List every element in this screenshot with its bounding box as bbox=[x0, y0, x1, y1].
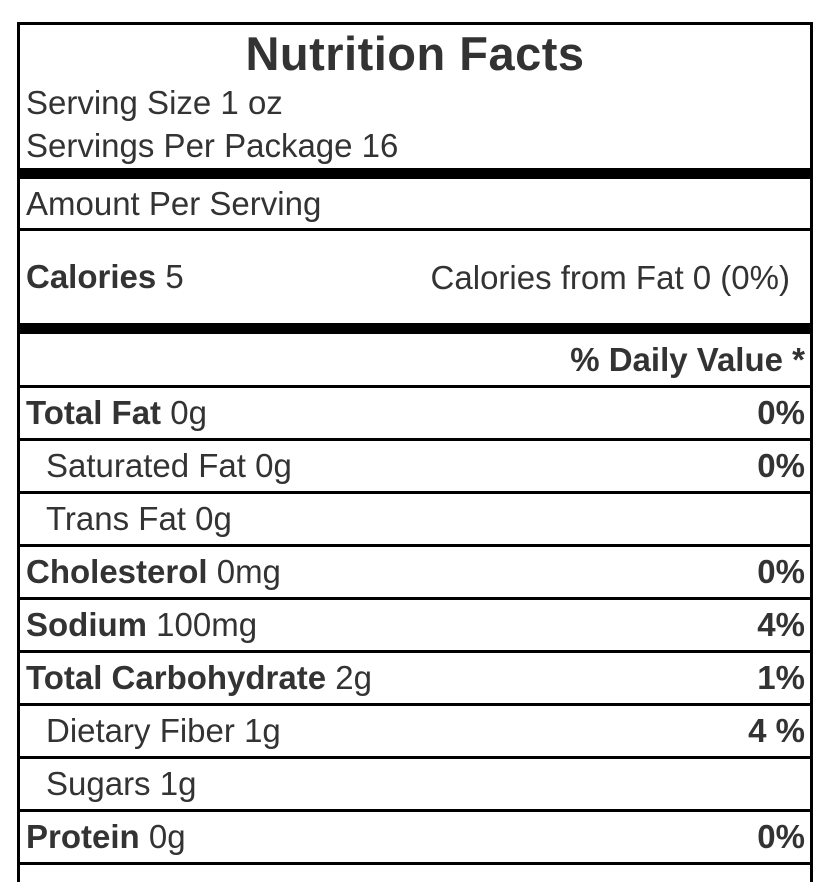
serving-size-text: Serving Size 1 oz bbox=[26, 84, 283, 121]
nutrient-name: Total Fat bbox=[26, 394, 162, 431]
nutrient-name: Trans Fat bbox=[46, 500, 186, 537]
calories-value: 5 bbox=[165, 258, 184, 295]
amount-per-serving-row: Amount Per Serving bbox=[20, 179, 810, 231]
amount-per-serving-text: Amount Per Serving bbox=[26, 184, 322, 222]
nutrient-amount: 0mg bbox=[216, 553, 281, 590]
daily-value-percent: 0% bbox=[757, 447, 805, 484]
thick-separator bbox=[20, 168, 810, 179]
nutrient-amount: 0g bbox=[170, 394, 207, 431]
daily-value-percent: 4% bbox=[757, 606, 805, 643]
nutrient-row-dietary-fiber: Dietary Fiber 1g 4 % bbox=[20, 706, 810, 759]
nutrient-amount: 2g bbox=[335, 659, 372, 696]
nutrient-name: Sodium bbox=[26, 606, 147, 643]
nutrient-amount: 0g bbox=[195, 500, 232, 537]
nutrient-row-saturated-fat: Saturated Fat 0g 0% bbox=[20, 441, 810, 494]
nutrient-row-cholesterol: Cholesterol 0mg 0% bbox=[20, 547, 810, 600]
nutrient-row-sugars: Sugars 1g bbox=[20, 759, 810, 812]
nutrient-amount: 0g bbox=[255, 447, 292, 484]
calories-cell: Calories 5 bbox=[26, 258, 431, 296]
nutrition-facts-label: Nutrition Facts Serving Size 1 oz Servin… bbox=[17, 22, 813, 882]
calories-row: Calories 5 Calories from Fat 0 (0%) bbox=[20, 231, 810, 323]
daily-value-percent: 1% bbox=[757, 659, 805, 696]
nutrient-row-trans-fat: Trans Fat 0g bbox=[20, 494, 810, 547]
nutrient-amount: 1g bbox=[244, 712, 281, 749]
nutrient-amount: 100mg bbox=[156, 606, 258, 643]
nutrient-amount: 1g bbox=[159, 765, 197, 802]
nutrient-name: Sugars bbox=[46, 765, 151, 802]
daily-value-percent: 0% bbox=[757, 818, 805, 855]
nutrient-amount: 0g bbox=[148, 818, 186, 855]
daily-value-percent: 0% bbox=[757, 394, 805, 431]
daily-value-percent: 4 % bbox=[748, 712, 805, 749]
nutrient-name: Saturated Fat bbox=[46, 447, 246, 484]
thick-separator bbox=[20, 323, 810, 334]
nutrient-row-protein: Protein 0g 0% bbox=[20, 812, 810, 865]
nutrient-name: Dietary Fiber bbox=[46, 712, 235, 749]
nutrient-row-total-carbohydrate: Total Carbohydrate 2g 1% bbox=[20, 653, 810, 706]
nutrient-row-total-fat: Total Fat 0g 0% bbox=[20, 388, 810, 441]
label-title: Nutrition Facts bbox=[245, 27, 585, 80]
nutrient-name: Total Carbohydrate bbox=[26, 659, 327, 696]
daily-value-percent: 0% bbox=[757, 553, 805, 590]
daily-value-header-row: % Daily Value * bbox=[20, 334, 810, 388]
nutrient-row-sodium: Sodium 100mg 4% bbox=[20, 600, 810, 653]
calories-from-fat-text: Calories from Fat 0 (0%) bbox=[430, 258, 790, 296]
daily-value-header-text: % Daily Value * bbox=[570, 340, 805, 378]
nutrient-name: Protein bbox=[26, 818, 140, 855]
nutrient-name: Cholesterol bbox=[26, 553, 208, 590]
label-header: Nutrition Facts Serving Size 1 oz Servin… bbox=[20, 25, 810, 168]
servings-per-package-text: Servings Per Package 16 bbox=[26, 127, 399, 164]
calories-label: Calories bbox=[26, 258, 157, 295]
